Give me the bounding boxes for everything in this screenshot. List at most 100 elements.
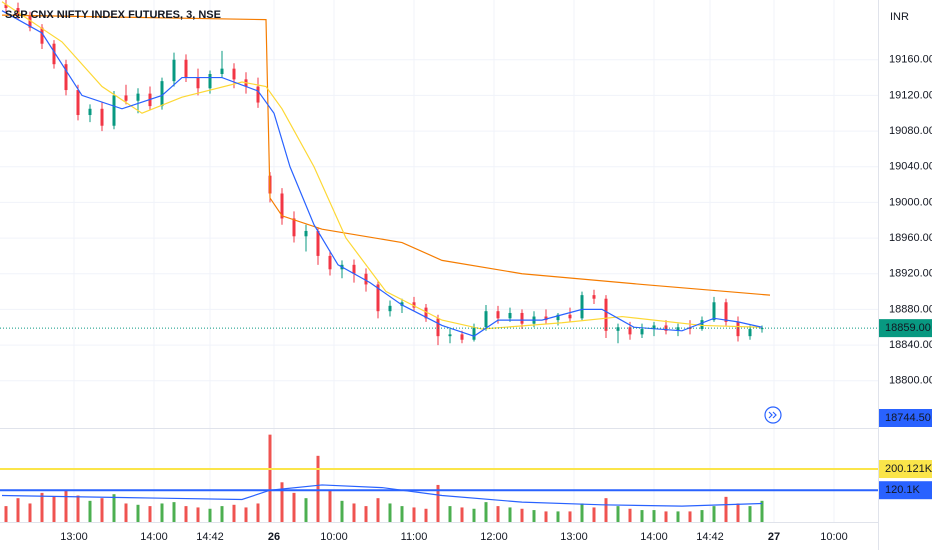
volume-bar bbox=[268, 434, 272, 522]
volume-bar bbox=[196, 507, 200, 522]
volume-bar bbox=[316, 455, 320, 522]
volume-bar bbox=[376, 498, 380, 522]
moving-average bbox=[1, 14, 771, 296]
volume-bar bbox=[520, 508, 524, 522]
y-tick-label: 18880.00 bbox=[889, 303, 932, 315]
y-tick-label: 19160.00 bbox=[889, 54, 932, 66]
volume-bar bbox=[76, 495, 80, 522]
candle-body bbox=[256, 86, 260, 103]
volume-bar bbox=[28, 503, 32, 522]
volume-bar bbox=[628, 508, 632, 522]
x-tick-label: 27 bbox=[768, 531, 780, 543]
candle-body bbox=[124, 95, 128, 101]
volume-level-box bbox=[879, 460, 932, 479]
candle-body bbox=[508, 312, 512, 319]
candle-body bbox=[40, 27, 44, 44]
y-tick-label: 19000.00 bbox=[889, 196, 932, 208]
x-tick-label: 14:00 bbox=[140, 531, 168, 543]
volume-bar bbox=[220, 506, 224, 522]
y-tick-label: 18920.00 bbox=[889, 268, 932, 280]
volume-bar bbox=[544, 511, 548, 522]
candle-body bbox=[712, 302, 716, 321]
candle-body bbox=[196, 77, 200, 89]
candle-body bbox=[628, 327, 632, 335]
currency[interactable]: INR bbox=[890, 11, 909, 23]
candle-body bbox=[736, 321, 740, 337]
volume-bar bbox=[424, 508, 428, 522]
volume-bar bbox=[232, 504, 236, 522]
volume-bar bbox=[688, 511, 692, 522]
volume-bar bbox=[136, 504, 140, 522]
volume-bar bbox=[748, 506, 752, 522]
volume-bar bbox=[640, 510, 644, 522]
y-tick-label: 19120.00 bbox=[889, 89, 932, 101]
candle-body bbox=[436, 318, 440, 337]
volume-bar bbox=[664, 511, 668, 522]
candle-body bbox=[700, 320, 704, 330]
candle-body bbox=[388, 305, 392, 312]
volume-bar bbox=[604, 498, 608, 522]
x-tick-label: 14:42 bbox=[696, 531, 724, 543]
volume-bar bbox=[4, 506, 8, 522]
y-tick-label: 19080.00 bbox=[889, 125, 932, 137]
candle-body bbox=[640, 329, 644, 335]
candle-body bbox=[472, 327, 476, 340]
x-tick-label: 14:00 bbox=[640, 531, 668, 543]
scroll-to-latest[interactable] bbox=[764, 406, 782, 424]
level-label: 18744.50 bbox=[885, 412, 931, 424]
candle-body bbox=[544, 316, 548, 321]
candle-body bbox=[328, 255, 332, 270]
volume-bar bbox=[172, 502, 176, 522]
volume-bar bbox=[568, 511, 572, 522]
volume-bar bbox=[208, 508, 212, 522]
candle-body bbox=[280, 193, 284, 219]
volume-bar bbox=[412, 507, 416, 522]
volume-bar bbox=[280, 482, 284, 522]
candle-body bbox=[112, 95, 116, 126]
candle-body bbox=[448, 334, 452, 337]
candle-body bbox=[676, 327, 680, 331]
volume-bar bbox=[760, 500, 764, 522]
volume-bar bbox=[160, 503, 164, 522]
candle-body bbox=[724, 302, 728, 322]
y-tick-label: 18840.00 bbox=[889, 339, 932, 351]
candle-body bbox=[160, 81, 164, 107]
volume-bar bbox=[652, 510, 656, 522]
volume-bar bbox=[736, 503, 740, 522]
volume-bar bbox=[184, 506, 188, 522]
candle-body bbox=[292, 218, 296, 237]
volume-bar bbox=[496, 506, 500, 522]
volume-bar bbox=[400, 506, 404, 522]
candle-body bbox=[568, 314, 572, 319]
candle-body bbox=[304, 230, 308, 237]
x-tick-label: 14:42 bbox=[196, 531, 224, 543]
volume-bar bbox=[124, 503, 128, 522]
volume-bar bbox=[364, 506, 368, 522]
candle-body bbox=[232, 68, 236, 80]
candle-body bbox=[184, 59, 188, 78]
x-tick-label: 26 bbox=[268, 531, 280, 543]
volume-bar bbox=[436, 484, 440, 522]
candle-body bbox=[604, 298, 608, 331]
candle-body bbox=[208, 74, 212, 89]
moving-average bbox=[1, 1, 763, 330]
volume-bar bbox=[88, 500, 92, 522]
candle-body bbox=[88, 108, 92, 116]
volume-bar bbox=[448, 506, 452, 522]
volume-bar bbox=[460, 507, 464, 522]
volume-bar bbox=[580, 503, 584, 522]
candle-body bbox=[316, 230, 320, 256]
y-tick-label: 18800.00 bbox=[889, 375, 932, 387]
volume-bar bbox=[532, 510, 536, 522]
volume-bar bbox=[712, 506, 716, 522]
volume-average bbox=[1, 484, 763, 507]
level-box bbox=[879, 409, 932, 427]
x-tick-label: 13:00 bbox=[60, 531, 88, 543]
volume-bar bbox=[100, 498, 104, 522]
volume-bar bbox=[244, 507, 248, 522]
x-tick-label: 11:00 bbox=[401, 531, 428, 543]
candle-body bbox=[652, 325, 656, 330]
volume-bar bbox=[592, 507, 596, 522]
candle-body bbox=[556, 314, 560, 321]
